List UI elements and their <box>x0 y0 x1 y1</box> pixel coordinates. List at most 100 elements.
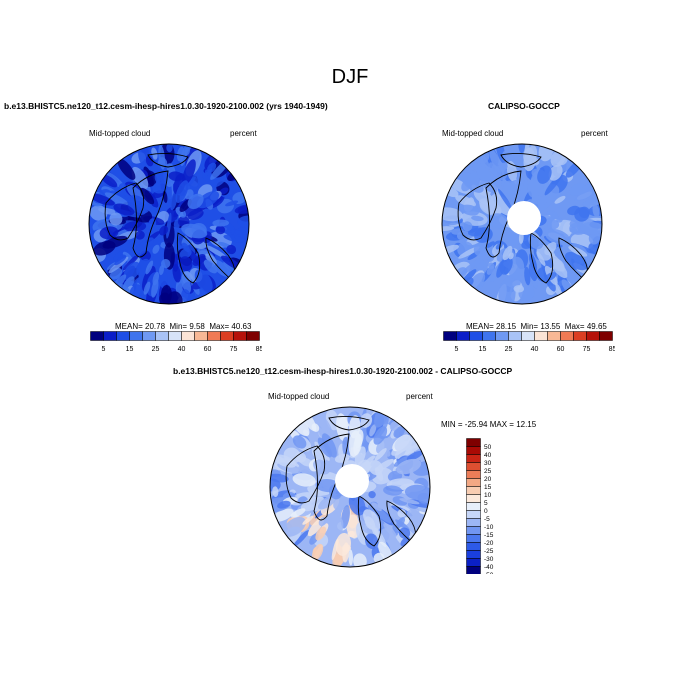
map-cell <box>470 170 480 181</box>
colorbar-box <box>466 446 481 455</box>
map-cell <box>207 162 217 173</box>
map-cell <box>311 423 320 432</box>
map-cell <box>159 163 168 185</box>
map-cell <box>513 285 525 293</box>
map-cell <box>167 291 183 304</box>
map-cell <box>152 244 160 254</box>
map-cell <box>290 508 306 518</box>
map-cell <box>234 204 249 214</box>
colorbar-tick-label: 15 <box>126 346 134 353</box>
colorbar-box <box>207 331 221 341</box>
map-cell <box>282 516 306 537</box>
map-cell <box>442 226 455 232</box>
map-cell <box>292 435 307 449</box>
colorbar-tick-label: -20 <box>484 540 494 547</box>
panel1-title: b.e13.BHISTC5.ne120_t12.cesm-ihesp-hires… <box>4 101 328 111</box>
map-cell <box>114 255 127 266</box>
map-boundary <box>88 143 250 305</box>
map-cell <box>479 198 502 215</box>
map-cell <box>326 516 344 542</box>
colorbar-tick-label: 5 <box>484 500 488 507</box>
map-cell <box>488 213 508 229</box>
map-cell <box>395 519 410 531</box>
colorbar-box <box>168 331 182 341</box>
colorbar-box <box>194 331 208 341</box>
map-cell <box>529 157 540 166</box>
map-cell <box>353 553 367 567</box>
colorbar-tick-label: 5 <box>455 346 459 353</box>
map-cell <box>373 426 388 445</box>
colorbar-box <box>495 331 509 341</box>
map-cell <box>116 187 128 197</box>
colorbar-tick-label: 60 <box>204 346 212 353</box>
map-cell <box>494 165 508 181</box>
panel2-mean-value: 28.15 <box>496 322 517 331</box>
panel2-title: CALIPSO-GOCCP <box>488 101 560 111</box>
map-cell <box>536 197 554 213</box>
map-cell <box>152 181 168 194</box>
map-cell <box>544 228 571 245</box>
colorbar-tick-label: -10 <box>484 524 494 531</box>
map-cell <box>215 225 226 235</box>
map-cell <box>374 448 387 461</box>
colorbar-box <box>466 534 481 543</box>
panel1-mean-label: MEAN= <box>115 322 143 331</box>
map-cell <box>389 421 399 431</box>
colorbar-box <box>466 454 481 463</box>
map-cell <box>140 187 155 205</box>
map-cell <box>336 413 349 441</box>
map-cell <box>293 530 310 547</box>
map-cell <box>273 454 297 468</box>
map-cell <box>166 144 173 153</box>
map-cell <box>360 413 373 428</box>
map-cell <box>506 161 518 182</box>
colorbar-box <box>466 518 481 527</box>
map-cell <box>501 149 515 163</box>
map-cell <box>368 460 384 476</box>
map-cell <box>211 259 232 278</box>
map-cell <box>182 159 196 185</box>
map-cell <box>524 266 531 286</box>
map-cell <box>89 193 115 206</box>
map-cell <box>569 227 577 234</box>
map-cell <box>348 493 366 516</box>
map-cell <box>499 256 513 275</box>
colorbar-tick-label: -25 <box>484 548 494 555</box>
colorbar-box <box>90 331 104 341</box>
map-cell <box>143 281 151 295</box>
colorbar-box <box>155 331 169 341</box>
map-cell <box>342 436 351 459</box>
map-cell <box>104 192 129 206</box>
panel3-max-label: MAX = <box>489 420 514 429</box>
map-cell <box>476 166 491 182</box>
colorbar-tick-label: 15 <box>479 346 487 353</box>
map-cell <box>145 260 154 275</box>
map-cell <box>383 523 397 538</box>
map-cell <box>592 204 600 218</box>
map-cell <box>347 530 355 538</box>
panel2-mean-label: MEAN= <box>466 322 494 331</box>
coastline <box>176 232 201 284</box>
map-cell <box>194 269 213 293</box>
map-cell <box>300 496 325 512</box>
colorbar-box <box>466 462 481 471</box>
map-cell <box>113 203 135 216</box>
map-cell <box>564 251 588 271</box>
panel1-min-label: Min= <box>169 322 188 331</box>
missing-data-cap <box>335 464 369 498</box>
map-cell <box>495 242 503 250</box>
map-cell <box>508 285 516 304</box>
map-cell <box>184 147 191 156</box>
map-cell <box>158 144 166 170</box>
colorbar-box <box>573 331 587 341</box>
map-cell <box>332 553 343 567</box>
map-cell <box>187 193 204 210</box>
map-cell <box>477 152 490 170</box>
colorbar-tick-label: 15 <box>484 484 492 491</box>
map-cell <box>101 174 118 188</box>
colorbar-tick-label: 85 <box>256 346 262 353</box>
panel3-title: b.e13.BHISTC5.ne120_t12.cesm-ihesp-hires… <box>173 366 513 376</box>
map-cell <box>302 515 314 525</box>
colorbar-box <box>534 331 548 341</box>
